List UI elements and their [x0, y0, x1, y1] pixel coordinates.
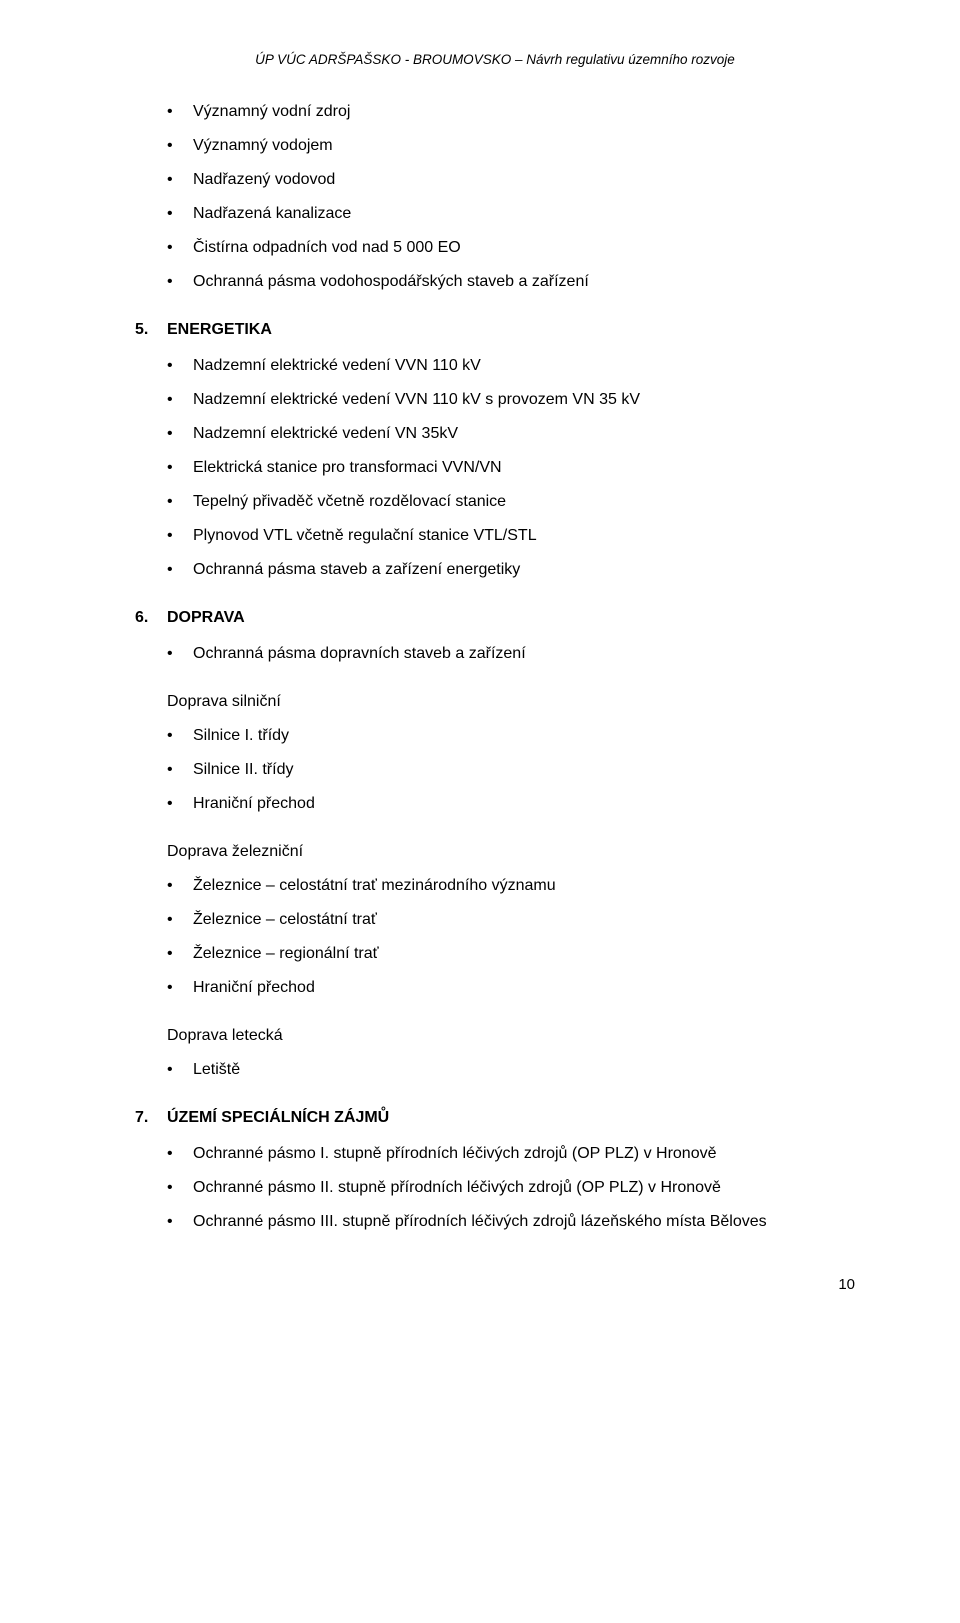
list-item: Významný vodojem [167, 134, 855, 158]
road-list: Silnice I. třídy Silnice II. třídy Hrani… [135, 724, 855, 816]
section-7-heading: 7.ÚZEMÍ SPECIÁLNÍCH ZÁJMŮ [135, 1106, 855, 1130]
section-6-heading: 6.DOPRAVA [135, 606, 855, 630]
section-number: 5. [135, 318, 167, 342]
list-item: Elektrická stanice pro transformaci VVN/… [167, 456, 855, 480]
section-number: 6. [135, 606, 167, 630]
list-item: Ochranná pásma vodohospodářských staveb … [167, 270, 855, 294]
air-transport-label: Doprava letecká [135, 1024, 855, 1048]
intro-list: Významný vodní zdroj Významný vodojem Na… [135, 100, 855, 294]
list-item: Nadzemní elektrické vedení VVN 110 kV [167, 354, 855, 378]
rail-transport-label: Doprava železniční [135, 840, 855, 864]
section-7-list: Ochranné pásmo I. stupně přírodních léči… [135, 1142, 855, 1234]
list-item: Nadzemní elektrické vedení VN 35kV [167, 422, 855, 446]
list-item: Ochranné pásmo II. stupně přírodních léč… [167, 1176, 855, 1200]
section-6-first-list: Ochranná pásma dopravních staveb a zaříz… [135, 642, 855, 666]
list-item: Hraniční přechod [167, 792, 855, 816]
list-item: Letiště [167, 1058, 855, 1082]
section-number: 7. [135, 1106, 167, 1130]
section-title: ENERGETIKA [167, 321, 272, 338]
list-item: Plynovod VTL včetně regulační stanice VT… [167, 524, 855, 548]
section-5-heading: 5.ENERGETIKA [135, 318, 855, 342]
air-list: Letiště [135, 1058, 855, 1082]
road-transport-label: Doprava silniční [135, 690, 855, 714]
list-item: Železnice – celostátní trať mezinárodníh… [167, 874, 855, 898]
list-item: Čistírna odpadních vod nad 5 000 EO [167, 236, 855, 260]
list-item: Nadřazený vodovod [167, 168, 855, 192]
section-5-list: Nadzemní elektrické vedení VVN 110 kV Na… [135, 354, 855, 582]
list-item: Významný vodní zdroj [167, 100, 855, 124]
list-item: Silnice II. třídy [167, 758, 855, 782]
rail-list: Železnice – celostátní trať mezinárodníh… [135, 874, 855, 1000]
list-item: Nadzemní elektrické vedení VVN 110 kV s … [167, 388, 855, 412]
list-item: Železnice – celostátní trať [167, 908, 855, 932]
list-item: Ochranné pásmo I. stupně přírodních léči… [167, 1142, 855, 1166]
list-item: Nadřazená kanalizace [167, 202, 855, 226]
page-number: 10 [135, 1274, 855, 1297]
page-header: ÚP VÚC ADRŠPAŠSKO - BROUMOVSKO – Návrh r… [135, 50, 855, 70]
list-item: Tepelný přivaděč včetně rozdělovací stan… [167, 490, 855, 514]
list-item: Silnice I. třídy [167, 724, 855, 748]
list-item: Železnice – regionální trať [167, 942, 855, 966]
list-item: Hraniční přechod [167, 976, 855, 1000]
section-title: ÚZEMÍ SPECIÁLNÍCH ZÁJMŮ [167, 1109, 389, 1126]
list-item: Ochranná pásma staveb a zařízení energet… [167, 558, 855, 582]
section-title: DOPRAVA [167, 609, 245, 626]
list-item: Ochranné pásmo III. stupně přírodních lé… [167, 1210, 855, 1234]
list-item: Ochranná pásma dopravních staveb a zaříz… [167, 642, 855, 666]
